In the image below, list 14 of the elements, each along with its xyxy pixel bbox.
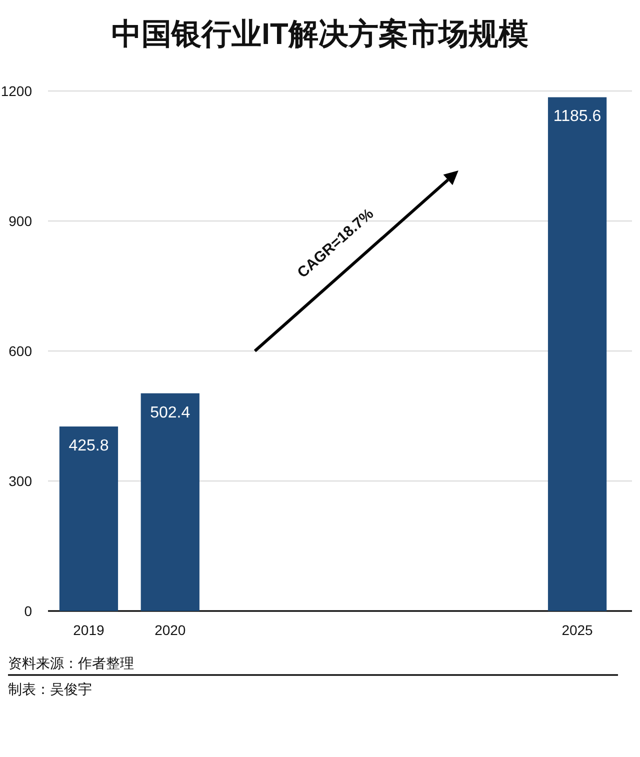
x-tick-label: 2020 xyxy=(154,622,186,638)
data-label: 1185.6 xyxy=(553,108,602,126)
chart-title: 中国银行业IT解决方案市场规模 xyxy=(112,17,528,51)
text: 资料来源：作者整理 xyxy=(8,655,134,671)
y-tick-label: 900 xyxy=(8,213,32,229)
x-tick-label: 2025 xyxy=(562,622,594,638)
y-tick-label: 0 xyxy=(24,603,32,619)
y-tick-label: 600 xyxy=(8,343,32,359)
data-label: 425.8 xyxy=(68,437,109,454)
data-label: 502.4 xyxy=(150,404,190,422)
text: 制表：吴俊宇 xyxy=(8,681,92,697)
y-tick-label: 300 xyxy=(8,473,32,489)
x-tick-label: 2019 xyxy=(73,622,104,638)
y-tick-label: 1200 xyxy=(0,83,32,99)
